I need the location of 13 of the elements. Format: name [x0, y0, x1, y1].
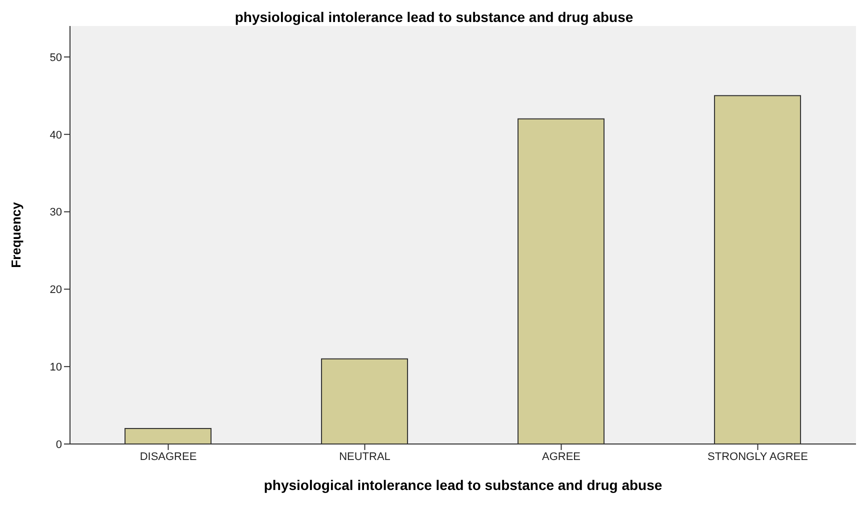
y-tick-label: 50 [50, 52, 62, 64]
x-axis-title: physiological intolerance lead to substance and drug abuse [264, 477, 662, 493]
y-tick-label: 20 [50, 284, 62, 296]
chart-title: physiological intolerance lead to substance and drug abuse [234, 8, 634, 26]
x-tick-label: DISAGREE [140, 450, 197, 463]
x-tick-label: AGREE [542, 450, 581, 463]
x-tick-label: NEUTRAL [339, 450, 390, 463]
y-axis-title: Frequency [8, 201, 24, 268]
y-tick-label: 40 [50, 129, 62, 142]
y-tick-label: 0 [56, 438, 62, 451]
x-tick-label: STRONGLY AGREE [708, 450, 808, 463]
y-tick-label: 30 [50, 206, 62, 219]
y-tick-label: 10 [50, 362, 62, 374]
